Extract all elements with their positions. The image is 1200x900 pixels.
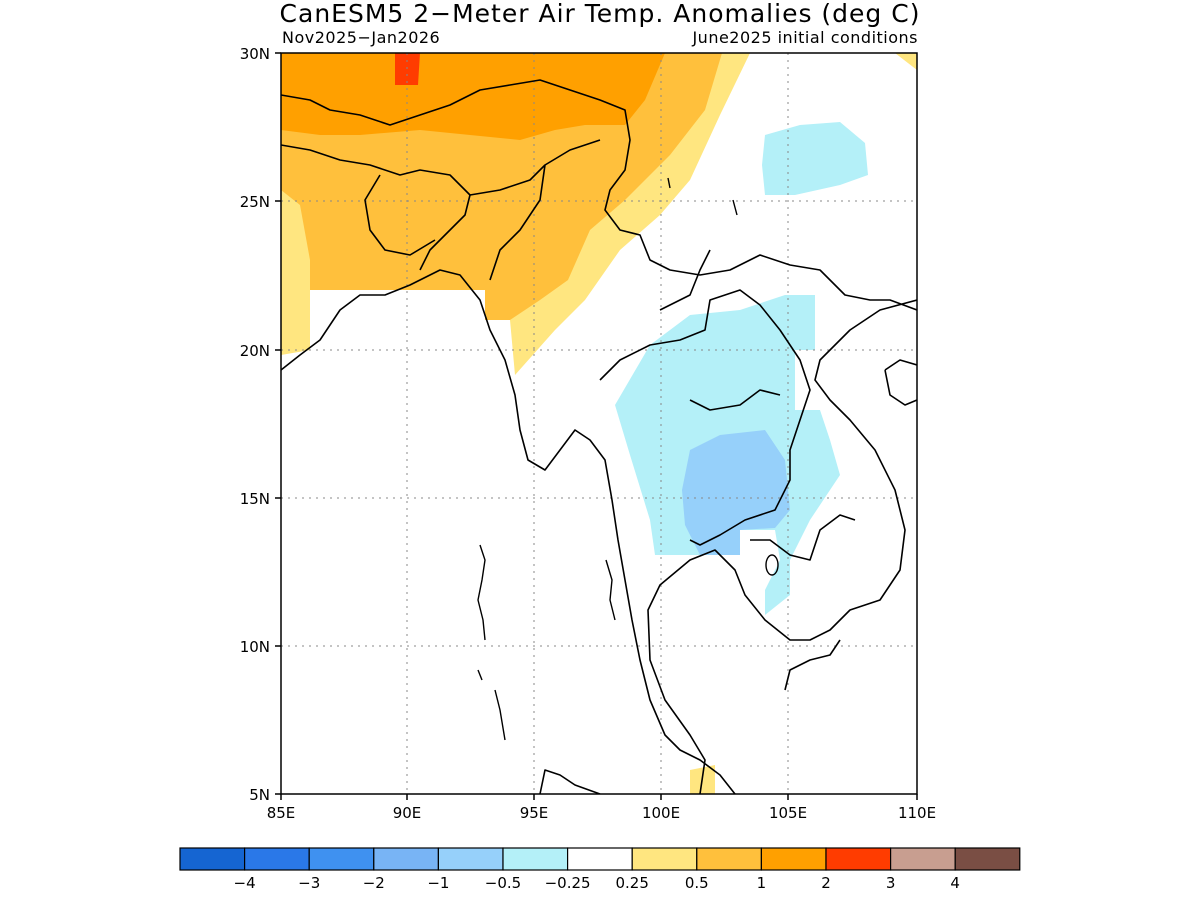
plot-frame xyxy=(280,52,918,795)
gridlines xyxy=(281,53,917,794)
colorbar-swatch xyxy=(179,847,246,871)
period-subtitle: Nov2025−Jan2026 xyxy=(282,28,441,47)
colorbar-label: −2 xyxy=(363,874,385,892)
colorbar-swatch xyxy=(696,847,762,871)
y-tick-label: 5N xyxy=(249,786,270,804)
islands xyxy=(477,177,779,741)
colorbar-swatch xyxy=(760,847,827,871)
axis-tick-marks xyxy=(275,52,918,800)
y-tick-label: 20N xyxy=(240,342,270,360)
x-tick-label: 85E xyxy=(267,804,296,822)
colorbar-label: 3 xyxy=(886,874,896,892)
x-tick-label: 110E xyxy=(898,804,936,822)
init-conditions-subtitle: June2025 initial conditions xyxy=(692,28,918,47)
map-title: CanESM5 2−Meter Air Temp. Anomalies (deg… xyxy=(279,0,921,28)
colorbar-label: 0.25 xyxy=(615,874,648,892)
anomaly-region-corner xyxy=(895,53,917,70)
colorbar-label: 2 xyxy=(821,874,831,892)
y-tick-label: 15N xyxy=(240,490,270,508)
colorbar: −4 −3 −2 −1 −0.5 −0.25 0.25 0.5 1 2 3 4 xyxy=(179,847,1021,892)
colorbar-swatch xyxy=(244,847,310,871)
x-tick-label: 95E xyxy=(520,804,549,822)
colorbar-swatch xyxy=(825,847,892,871)
y-tick-label: 10N xyxy=(240,638,270,656)
colorbar-swatch xyxy=(308,847,375,871)
colorbar-label: −0.5 xyxy=(485,874,521,892)
x-tick-label: 105E xyxy=(769,804,807,822)
colorbar-swatch xyxy=(566,847,633,871)
colorbar-label: −4 xyxy=(234,874,256,892)
y-tick-label: 25N xyxy=(240,193,270,211)
anomaly-region-cyan xyxy=(682,430,790,555)
colorbar-swatch xyxy=(437,847,504,871)
colorbar-label: 0.5 xyxy=(685,874,709,892)
colorbar-swatch xyxy=(502,847,569,871)
y-tick-label: 30N xyxy=(240,45,270,63)
colorbar-swatch xyxy=(954,847,1021,871)
colorbar-swatch xyxy=(631,847,698,871)
colorbar-swatch xyxy=(373,847,439,871)
colorbar-label: 1 xyxy=(757,874,767,892)
x-tick-label: 100E xyxy=(642,804,680,822)
anomaly-region-orange xyxy=(281,53,665,140)
anomaly-shading xyxy=(281,53,917,794)
colorbar-label: −0.25 xyxy=(545,874,591,892)
x-tick-label: 90E xyxy=(393,804,422,822)
coastlines xyxy=(281,79,917,794)
colorbar-swatch xyxy=(889,847,956,871)
colorbar-label: 4 xyxy=(950,874,960,892)
colorbar-label: −3 xyxy=(298,874,320,892)
anomaly-region-south-china xyxy=(762,122,868,195)
colorbar-label: −1 xyxy=(427,874,449,892)
